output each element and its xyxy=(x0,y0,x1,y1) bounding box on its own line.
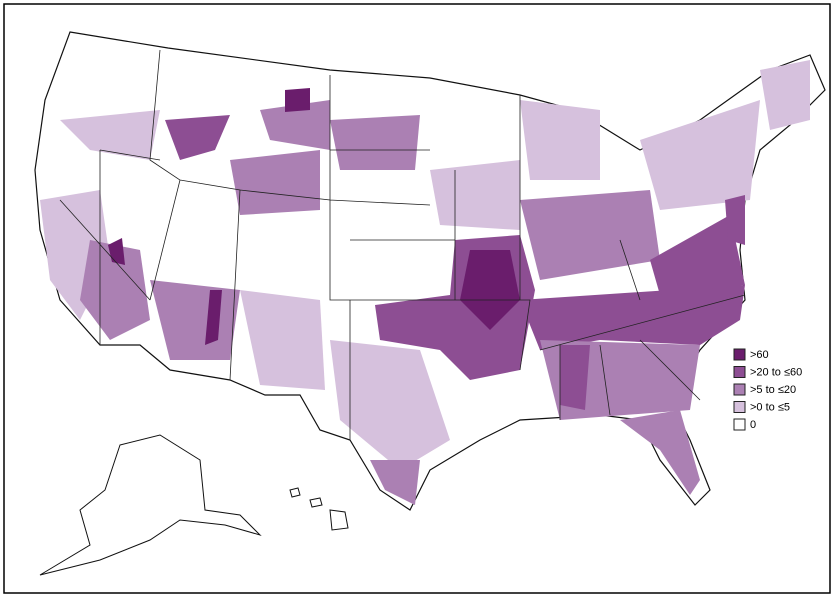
legend-swatch xyxy=(733,418,746,431)
legend-label: >20 to ≤60 xyxy=(750,366,802,378)
legend-label: 0 xyxy=(750,419,756,431)
legend-label: >60 xyxy=(750,349,769,361)
legend-label: >0 to ≤5 xyxy=(750,401,790,413)
hawaii xyxy=(289,487,349,531)
legend-swatch xyxy=(733,366,746,378)
legend-label: >5 to ≤20 xyxy=(750,384,796,396)
legend-swatch xyxy=(733,383,746,396)
map xyxy=(34,31,826,576)
shaded-regions xyxy=(40,60,810,505)
legend-swatch xyxy=(733,401,746,413)
legend-swatch xyxy=(733,348,746,361)
legend: >60 >20 to ≤60 >5 to ≤20 >0 to ≤5 0 xyxy=(733,348,802,431)
alaska xyxy=(39,434,262,576)
state-lines xyxy=(59,49,746,440)
